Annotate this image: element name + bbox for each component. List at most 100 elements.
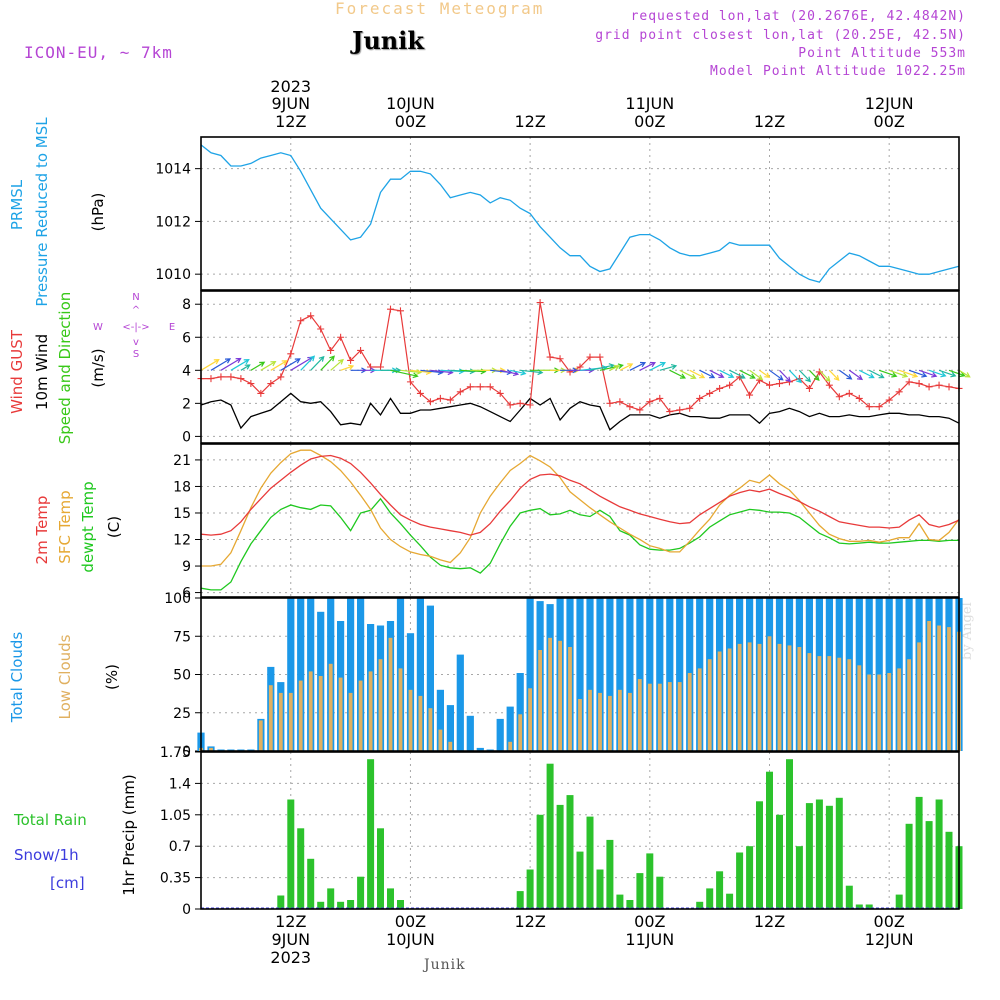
location-title: Junik	[352, 26, 424, 55]
top-hour-label: 00Z	[395, 112, 426, 131]
panel-background	[201, 137, 959, 290]
total-clouds-bar	[676, 598, 684, 751]
gust-marker	[337, 333, 345, 341]
gust-marker	[466, 383, 474, 391]
low-clouds-bar	[647, 683, 652, 751]
y-tick-label: 0	[182, 744, 191, 760]
wind-direction-arrow	[270, 360, 288, 371]
y-tick-label: 1.4	[169, 776, 191, 792]
low-clouds-bar	[528, 688, 532, 751]
y-tick-label: 8	[182, 297, 191, 313]
rain-bar	[786, 759, 793, 909]
compass-n: N	[132, 292, 139, 303]
panel-frame	[200, 136, 960, 291]
top-date-label: 12JUN	[865, 94, 914, 113]
panel-frame	[200, 751, 960, 910]
total-clouds-bar	[526, 598, 534, 751]
wind-direction-label: Speed and Direction	[56, 292, 74, 445]
gust-marker	[905, 378, 913, 386]
low-clouds-bar	[927, 621, 931, 751]
precip-unit-label: 1hr Precip (mm)	[120, 774, 138, 895]
low-clouds-bar	[947, 627, 951, 751]
rain-bar	[716, 871, 724, 909]
gust-marker	[347, 356, 355, 364]
gust-marker	[566, 368, 574, 376]
rain-bar	[347, 900, 355, 909]
wind-speed-line	[200, 392, 960, 431]
y-tick-label: 50	[173, 668, 191, 684]
y-tick-label: 6	[182, 586, 191, 602]
low-clouds-bar	[588, 689, 592, 751]
rain-bar	[815, 799, 823, 909]
gust-marker	[516, 399, 524, 407]
low-clouds-bar	[807, 653, 812, 751]
rain-bar	[556, 804, 564, 909]
y-tick-label: 12	[173, 533, 191, 549]
compass-s: S	[133, 349, 139, 360]
y-tick-label: 0	[182, 429, 191, 445]
rain-bar	[317, 901, 325, 909]
rain-bar	[596, 869, 604, 909]
gust-marker	[925, 383, 933, 391]
low-clouds-bar	[877, 674, 882, 751]
y-tick-label: 75	[173, 629, 191, 645]
wind-gust-label: Wind GUST	[8, 329, 26, 414]
wind-direction-arrow	[200, 359, 220, 371]
rain-bar	[805, 803, 813, 909]
low-clouds-bar	[797, 647, 802, 751]
total-clouds-bar	[576, 598, 584, 751]
wind-direction-arrow	[828, 369, 840, 382]
wind-direction-arrow	[958, 369, 971, 378]
gust-marker	[726, 381, 734, 389]
rain-bar	[616, 894, 624, 909]
wind-direction-arrow	[300, 355, 316, 371]
gust-marker	[716, 384, 724, 392]
gust-marker	[506, 401, 514, 409]
low-clouds-bar	[887, 673, 892, 751]
y-tick-label: 6	[182, 330, 191, 346]
gust-marker	[875, 403, 883, 411]
total-clouds-bar	[506, 706, 514, 751]
grid-point-coordinates: grid point closest lon,lat (20.25E, 42.5…	[595, 28, 966, 43]
total-clouds-bar	[626, 598, 634, 751]
low-clouds-bar	[508, 741, 513, 751]
low-clouds-bar	[787, 645, 792, 751]
rain-bar	[905, 823, 913, 909]
wind-direction-arrow	[859, 369, 875, 379]
wind-direction-arrow	[729, 369, 746, 379]
gust-marker	[935, 381, 943, 389]
top-hour-label: 12Z	[275, 112, 306, 131]
rain-bar	[377, 828, 384, 909]
wind-direction-arrow	[340, 364, 355, 371]
prmsl-unit: (hPa)	[89, 193, 107, 232]
wind-direction-arrow	[719, 369, 735, 378]
low-clouds-bar	[398, 668, 403, 751]
rain-bar	[706, 888, 714, 909]
low-clouds-bar	[418, 695, 423, 751]
rain-bar	[626, 900, 634, 909]
gust-marker	[526, 401, 534, 409]
gust-marker	[546, 353, 554, 361]
wind-direction-arrow	[320, 355, 335, 371]
gust-marker	[476, 383, 484, 391]
bottom-date-label: 12JUN	[865, 930, 914, 949]
panel-frame	[200, 443, 960, 598]
bottom-hour-label: 12Z	[514, 912, 545, 931]
rain-bar	[297, 828, 305, 909]
requested-coordinates: requested lon,lat (20.2676E, 42.4842N)	[630, 9, 966, 24]
y-tick-label: 21	[173, 453, 191, 469]
low-clouds-bar	[847, 659, 852, 751]
gust-marker	[706, 389, 714, 397]
gust-marker	[885, 396, 893, 404]
gust-marker	[945, 383, 953, 391]
low-clouds-bar	[558, 640, 562, 751]
total-clouds-bar	[516, 673, 524, 751]
rain-bar	[746, 846, 754, 909]
wind-direction-arrow	[649, 361, 667, 371]
top-date-label: 9JUN	[271, 94, 310, 113]
wind-direction-arrow	[899, 369, 919, 378]
gust-marker	[496, 389, 504, 397]
rain-bar	[895, 894, 903, 909]
gust-marker	[576, 363, 584, 371]
wind-direction-arrow	[280, 358, 301, 371]
